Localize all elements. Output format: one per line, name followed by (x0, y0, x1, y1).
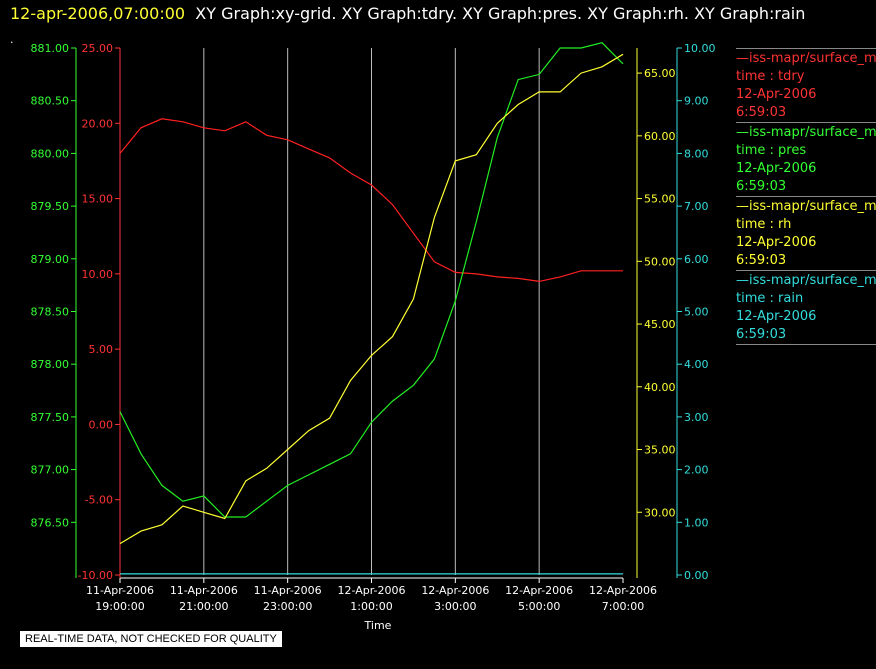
legend: —iss-mapr/surface_m time : tdry 12-Apr-200… (736, 48, 876, 345)
legend-date: 12-Apr-2006 (736, 161, 817, 176)
tdry-tick-label: 10.00 (82, 268, 114, 281)
rain-tick-label: 5.00 (684, 306, 709, 319)
quality-notice: REAL-TIME DATA, NOT CHECKED FOR QUALITY (20, 631, 282, 647)
tdry-tick-label: 15.00 (82, 193, 114, 206)
x-tick-label: 5:00:00 (518, 600, 560, 613)
x-tick-label: 12-Apr-2006 (337, 584, 405, 597)
pres-tick-label: 879.00 (31, 253, 70, 266)
graph-list: XY Graph:xy-grid. XY Graph:tdry. XY Grap… (195, 4, 806, 23)
rain-tick-label: 10.00 (684, 42, 716, 55)
chart-header: 12-apr-2006,07:00:00 XY Graph:xy-grid. X… (10, 4, 805, 23)
x-tick-label: 11-Apr-2006 (254, 584, 322, 597)
rain-tick-label: 9.00 (684, 95, 709, 108)
rh-tick-label: 65.00 (644, 67, 676, 80)
tdry-tick-label: 5.00 (89, 343, 114, 356)
header-dot: . (10, 33, 14, 46)
x-tick-label: 7:00:00 (602, 600, 644, 613)
legend-time: 6:59:03 (736, 327, 787, 342)
pres-tick-label: 881.00 (31, 42, 70, 55)
legend-time: 6:59:03 (736, 253, 787, 268)
x-tick-label: 12-Apr-2006 (589, 584, 657, 597)
legend-var: time : tdry (736, 69, 805, 84)
rh-tick-label: 50.00 (644, 255, 676, 268)
x-tick-label: 19:00:00 (95, 600, 144, 613)
rain-tick-label: 3.00 (684, 411, 709, 424)
pres-tick-label: 876.50 (31, 516, 70, 529)
tdry-tick-label: 0.00 (89, 418, 114, 431)
rh-tick-label: 55.00 (644, 193, 676, 206)
pres-tick-label: 879.50 (31, 200, 70, 213)
legend-source: —iss-mapr/surface_m (736, 273, 876, 288)
x-tick-label: 12-Apr-2006 (505, 584, 573, 597)
tdry-tick-label: -5.00 (85, 494, 113, 507)
tdry-tick-label: -10.00 (78, 569, 113, 582)
timestamp: 12-apr-2006,07:00:00 (10, 4, 186, 23)
rain-tick-label: 7.00 (684, 200, 709, 213)
rain-tick-label: 4.00 (684, 358, 709, 371)
legend-date: 12-Apr-2006 (736, 87, 817, 102)
rain-tick-label: 6.00 (684, 253, 709, 266)
series-rh-line (119, 53, 624, 545)
rain-tick-label: 1.00 (684, 516, 709, 529)
legend-time: 6:59:03 (736, 105, 787, 120)
legend-source: —iss-mapr/surface_m (736, 199, 876, 214)
legend-date: 12-Apr-2006 (736, 309, 817, 324)
x-tick-label: 23:00:00 (263, 600, 312, 613)
series-tdry-line (119, 118, 623, 283)
rh-tick-label: 60.00 (644, 130, 676, 143)
x-axis-label: Time (364, 619, 392, 632)
rain-tick-label: 8.00 (684, 147, 709, 160)
rh-tick-label: 30.00 (644, 506, 676, 519)
rh-tick-label: 45.00 (644, 318, 676, 331)
rain-tick-label: 0.00 (684, 569, 709, 582)
series-pres-line (119, 42, 624, 518)
rain-tick-label: 2.00 (684, 464, 709, 477)
rh-tick-label: 35.00 (644, 444, 676, 457)
pres-tick-label: 880.50 (31, 95, 70, 108)
x-tick-label: 11-Apr-2006 (86, 584, 154, 597)
pres-tick-label: 878.00 (31, 358, 70, 371)
pres-tick-label: 880.00 (31, 147, 70, 160)
pres-tick-label: 877.00 (31, 464, 70, 477)
x-tick-label: 11-Apr-2006 (170, 584, 238, 597)
tdry-tick-label: 25.00 (82, 42, 114, 55)
legend-divider (736, 344, 876, 345)
legend-time: 6:59:03 (736, 179, 787, 194)
legend-date: 12-Apr-2006 (736, 235, 817, 250)
x-tick-label: 1:00:00 (350, 600, 392, 613)
rh-tick-label: 40.00 (644, 381, 676, 394)
pres-tick-label: 877.50 (31, 411, 70, 424)
pres-tick-label: 878.50 (31, 306, 70, 319)
legend-var: time : pres (736, 143, 807, 158)
tdry-tick-label: 20.00 (82, 117, 114, 130)
x-tick-label: 21:00:00 (179, 600, 228, 613)
legend-var: time : rh (736, 217, 792, 232)
x-tick-label: 12-Apr-2006 (421, 584, 489, 597)
legend-source: —iss-mapr/surface_m (736, 125, 876, 140)
x-tick-label: 3:00:00 (434, 600, 476, 613)
legend-source: —iss-mapr/surface_m (736, 51, 876, 66)
legend-var: time : rain (736, 291, 804, 306)
